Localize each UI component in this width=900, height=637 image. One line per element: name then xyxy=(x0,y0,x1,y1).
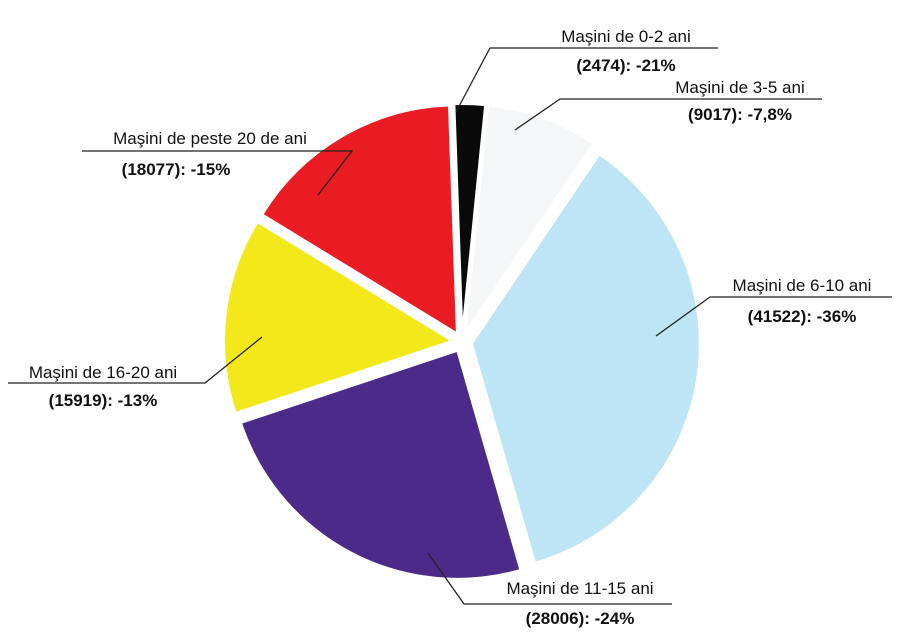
pie-slice-peste-20 xyxy=(261,104,459,336)
slice-label-11-15: Maşini de 11-15 ani (28006): -24% xyxy=(427,552,672,628)
label-value-16-20: (15919): -13% xyxy=(49,391,158,410)
pie-slice-3-5 xyxy=(464,104,595,334)
slice-label-0-2: Maşini de 0-2 ani (2474): -21% xyxy=(455,27,718,113)
label-name-16-20: Maşini de 16-20 ani xyxy=(29,363,177,382)
pie-slice-6-10 xyxy=(470,153,701,564)
leader-line-3-5 xyxy=(514,98,822,131)
label-value-peste-20: (18077): -15% xyxy=(122,160,231,179)
leader-line-0-2 xyxy=(455,47,718,113)
label-name-0-2: Maşini de 0-2 ani xyxy=(561,27,690,46)
slice-label-peste-20: Maşini de peste 20 de ani (18077): -15% xyxy=(82,129,354,196)
slice-label-6-10: Maşini de 6-10 ani (41522): -36% xyxy=(655,276,892,337)
label-name-3-5: Maşini de 3-5 ani xyxy=(675,78,804,97)
leader-line-6-10 xyxy=(655,296,892,337)
slice-label-3-5: Maşini de 3-5 ani (9017): -7,8% xyxy=(514,78,822,131)
label-value-6-10: (41522): -36% xyxy=(748,307,857,326)
leader-line-peste-20 xyxy=(82,150,354,196)
leader-line-11-15 xyxy=(427,552,672,605)
label-name-11-15: Maşini de 11-15 ani xyxy=(506,579,653,598)
label-value-11-15: (28006): -24% xyxy=(526,609,635,628)
leader-line-16-20 xyxy=(8,336,263,384)
pie-slices xyxy=(223,103,701,580)
label-name-6-10: Maşini de 6-10 ani xyxy=(733,276,872,295)
label-name-peste-20: Maşini de peste 20 de ani xyxy=(113,129,307,148)
pie-slice-16-20 xyxy=(223,220,455,415)
slice-label-16-20: Maşini de 16-20 ani (15919): -13% xyxy=(8,336,263,410)
label-value-0-2: (2474): -21% xyxy=(576,56,675,75)
pie-slice-0-2 xyxy=(453,103,487,333)
pie-slice-11-15 xyxy=(239,349,522,580)
label-value-3-5: (9017): -7,8% xyxy=(688,105,792,124)
